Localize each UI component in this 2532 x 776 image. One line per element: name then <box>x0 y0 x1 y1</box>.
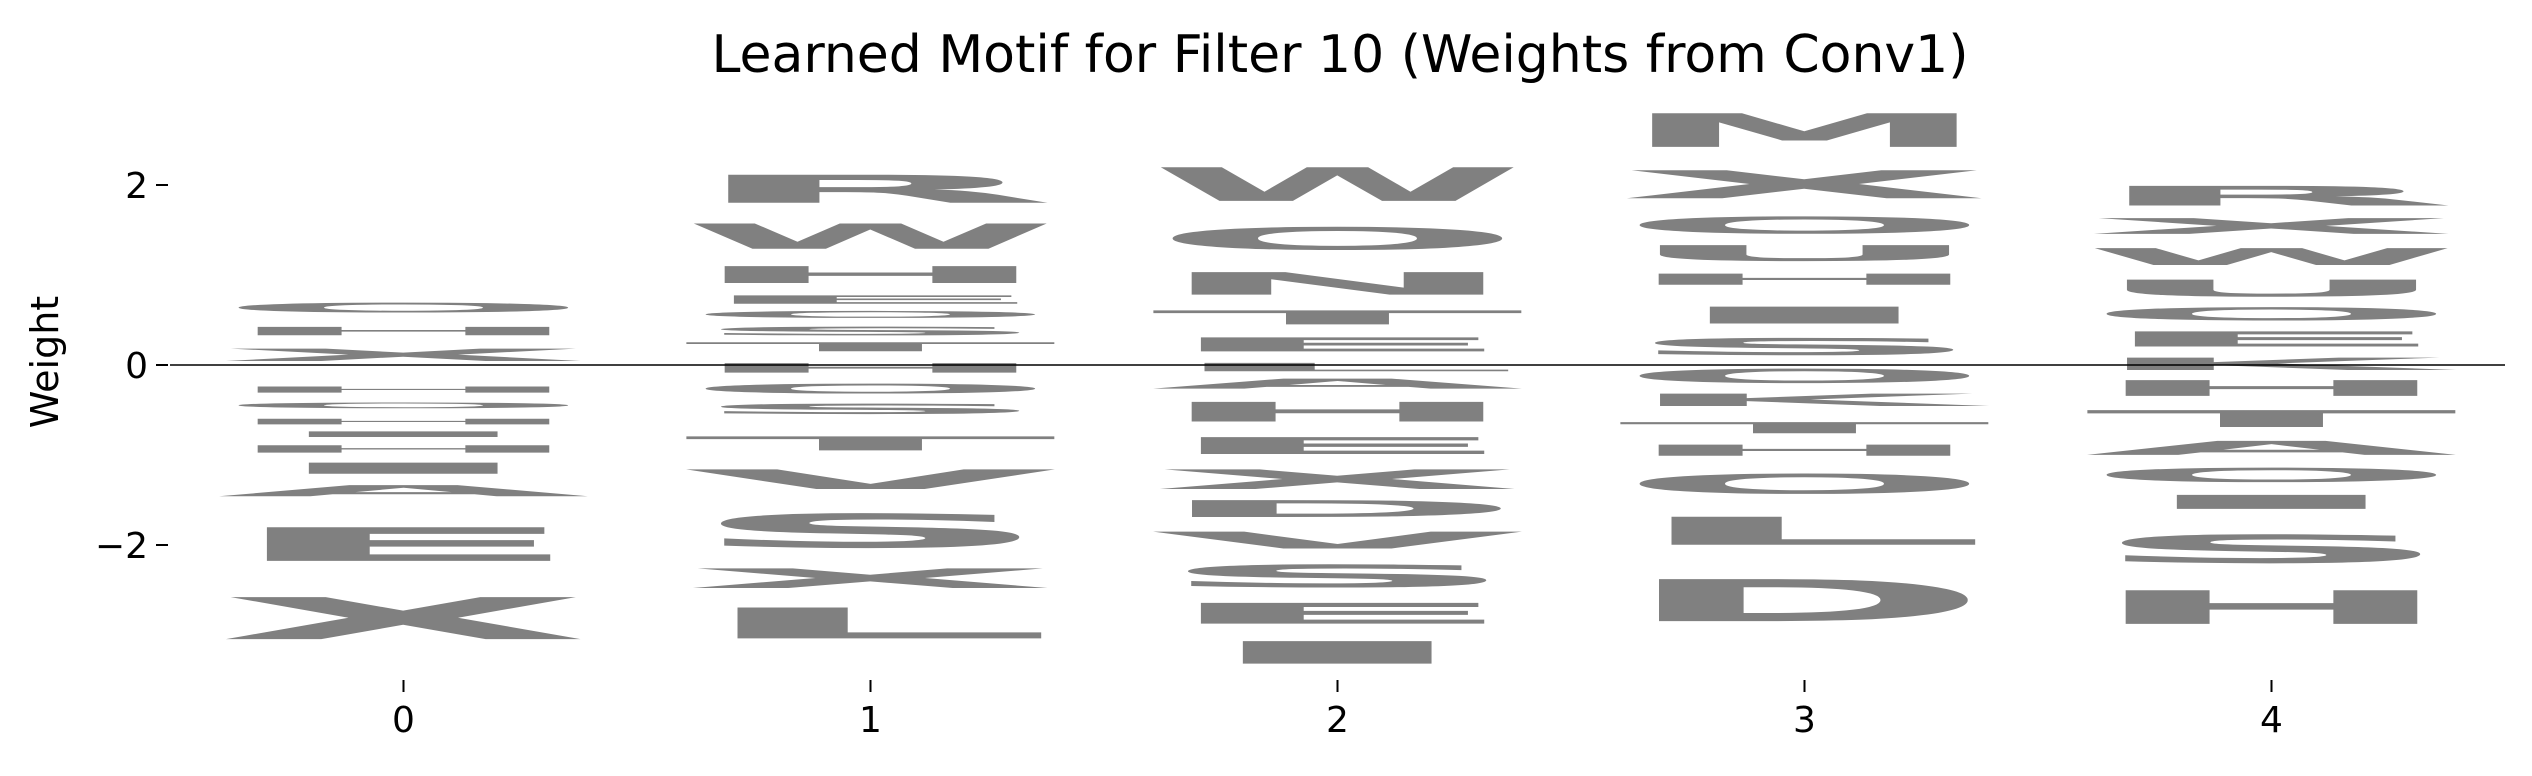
logo-letter: S <box>1151 559 1525 595</box>
logo-letter: X <box>2085 214 2459 239</box>
logo-letter: H <box>2085 376 2459 401</box>
logo-letter: W <box>1151 158 1525 212</box>
logo-letter: H <box>1151 397 1525 428</box>
logo-letter: H <box>684 262 1058 289</box>
logo-letter: X <box>217 586 591 653</box>
logo-letter: E <box>2085 327 2459 351</box>
y-tick-label: 2 <box>125 166 148 207</box>
logo-letter: I <box>1151 635 1524 671</box>
logo-letter: O <box>1618 469 1992 500</box>
logo-letter: H <box>217 443 591 455</box>
logo-letter: R <box>2085 181 2459 212</box>
logo-letter: E <box>217 518 591 572</box>
y-axis: −2 0 2 <box>95 166 168 567</box>
logo-letter: H <box>217 385 591 395</box>
logo-letter: X <box>1618 163 1992 208</box>
logo-letter: S <box>684 505 1058 559</box>
x-tick-label: 3 <box>1793 700 1816 741</box>
logo-letter: O <box>1618 212 1992 239</box>
logo-letter: X <box>684 563 1058 594</box>
logo-letter: O <box>217 401 591 410</box>
logo-letter: K <box>2085 354 2460 374</box>
logo-letter: O <box>684 309 1058 320</box>
logo-letter: O <box>2085 304 2459 325</box>
logo-letter: E <box>1151 433 1525 460</box>
logo-letter: H <box>217 325 591 338</box>
plot-area: OHXHOHIHIAEXRWHEOSTHOSTVSXLWONTELAHEXDVS… <box>217 104 2462 671</box>
logo-letter: E <box>684 293 1058 306</box>
logo-letter: U <box>1618 241 1992 266</box>
logo-letter: H <box>1618 271 1992 289</box>
logo-letter: S <box>684 401 1058 417</box>
logo-letter: A <box>217 482 594 500</box>
logo-letter: R <box>684 167 1058 212</box>
logo-letter: O <box>684 381 1058 396</box>
chart-title: Learned Motif for Filter 10 (Weights fro… <box>711 25 1968 85</box>
logo-letter: O <box>1618 365 1992 387</box>
logo-letter: T <box>1618 419 1994 437</box>
logo-letter: T <box>684 433 1061 455</box>
x-axis: 0 1 2 3 4 <box>392 680 2283 741</box>
y-tick-label: −2 <box>95 526 148 567</box>
logo-letter: O <box>2085 464 2459 486</box>
logo-letter: A <box>1151 376 1528 392</box>
logo-letter: X <box>1151 464 1525 495</box>
x-tick-label: 2 <box>1326 700 1349 741</box>
logo-letter: L <box>1618 509 1992 554</box>
logo-letter: M <box>1618 104 1992 158</box>
logo-letter: O <box>1151 221 1525 257</box>
logo-letter: I <box>217 460 590 478</box>
logo-letter: I <box>2085 491 2458 513</box>
logo-letter: L <box>1151 361 1525 374</box>
x-tick-label: 1 <box>859 700 882 741</box>
logo-letter: N <box>1151 266 1525 302</box>
logo-letter: H <box>2085 581 2459 635</box>
logo-letter: X <box>217 345 591 365</box>
logo-letter: H <box>684 361 1058 376</box>
logo-letter: H <box>217 417 591 426</box>
logo-letter: E <box>1151 334 1525 356</box>
logo-letter: L <box>684 599 1058 648</box>
logo-letter: D <box>1151 496 1525 523</box>
y-axis-label: Weight <box>23 296 67 428</box>
x-tick-label: 0 <box>392 700 415 741</box>
logo-letter: S <box>2085 527 2459 572</box>
logo-letter: E <box>1151 597 1525 630</box>
logo-letter: I <box>217 430 590 439</box>
logo-letter: K <box>1618 390 1993 410</box>
logo-letter: S <box>684 325 1058 338</box>
logo-letter: A <box>2085 437 2462 459</box>
logo-letter: S <box>1618 334 1992 361</box>
logo-letter: W <box>684 217 1058 257</box>
logo-letter: U <box>2085 275 2459 302</box>
logo-letter: V <box>684 464 1061 495</box>
logo-letter: T <box>2085 406 2462 433</box>
logo-letter: O <box>217 300 591 315</box>
logo-letter: T <box>1151 307 1528 329</box>
logo-letter: V <box>1151 527 1528 554</box>
logo-letter: W <box>2085 244 2459 271</box>
logo-letter: T <box>684 340 1061 354</box>
x-tick-label: 4 <box>2260 700 2283 741</box>
logo-letter: D <box>1618 568 1992 635</box>
y-tick-label: 0 <box>125 346 148 387</box>
logo-letter: H <box>1618 442 1992 460</box>
logo-letter: I <box>1618 302 1991 329</box>
